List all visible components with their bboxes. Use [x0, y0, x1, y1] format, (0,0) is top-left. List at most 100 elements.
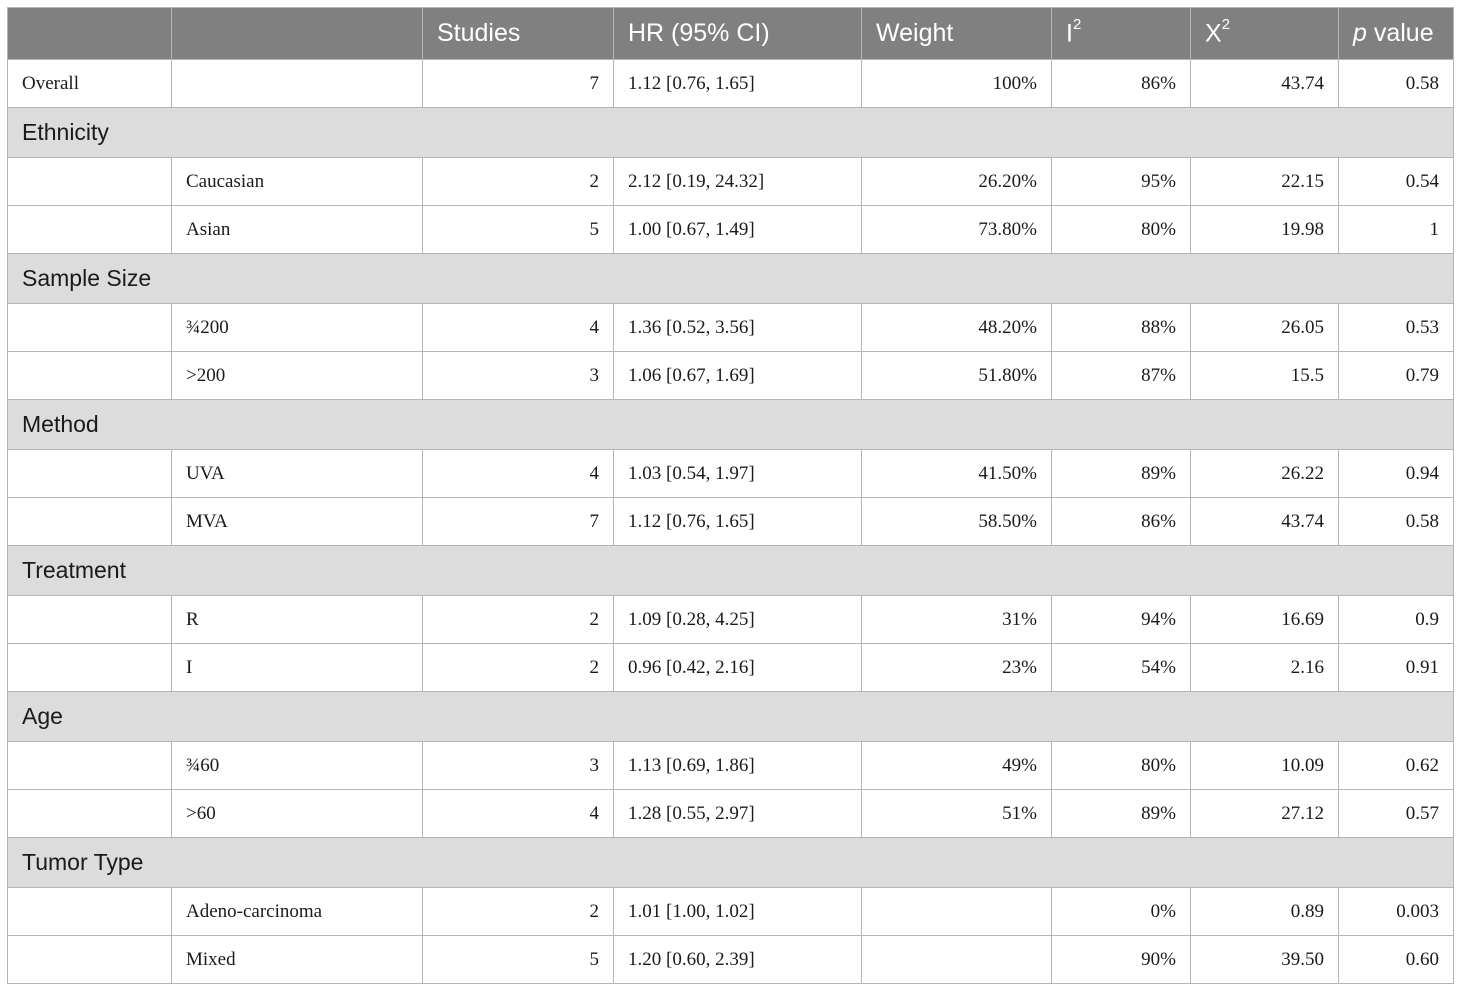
- row-label: Adeno-carcinoma: [171, 887, 423, 936]
- row-x2: 15.5: [1190, 351, 1339, 400]
- row-hr: 1.13 [0.69, 1.86]: [613, 741, 862, 790]
- header-i2: I2: [1051, 7, 1191, 60]
- row-label: R: [171, 595, 423, 644]
- row-group-cell: [7, 741, 172, 790]
- header-p-italic: p: [1353, 19, 1367, 47]
- row-label: ¾60: [171, 741, 423, 790]
- table-row: Asian 5 1.00 [0.67, 1.49] 73.80% 80% 19.98 1: [7, 205, 1454, 254]
- row-label: MVA: [171, 497, 423, 546]
- row-p: 0.79: [1338, 351, 1454, 400]
- section-title: Tumor Type: [7, 837, 1454, 888]
- row-i2: 89%: [1051, 449, 1191, 498]
- row-p: 1: [1338, 205, 1454, 254]
- row-x2: 26.22: [1190, 449, 1339, 498]
- row-studies: 3: [422, 351, 614, 400]
- row-i2: 90%: [1051, 935, 1191, 984]
- row-label: Mixed: [171, 935, 423, 984]
- header-x2-base: X: [1205, 19, 1222, 48]
- table-row: MVA 7 1.12 [0.76, 1.65] 58.50% 86% 43.74 0.58: [7, 497, 1454, 546]
- section-row: Treatment: [7, 545, 1454, 596]
- row-group-cell: [7, 789, 172, 838]
- row-hr: 1.20 [0.60, 2.39]: [613, 935, 862, 984]
- row-x2: 19.98: [1190, 205, 1339, 254]
- table-row: ¾60 3 1.13 [0.69, 1.86] 49% 80% 10.09 0.62: [7, 741, 1454, 790]
- row-hr: 2.12 [0.19, 24.32]: [613, 157, 862, 206]
- row-hr: 1.12 [0.76, 1.65]: [613, 497, 862, 546]
- row-group-cell: [7, 449, 172, 498]
- row-i2: 95%: [1051, 157, 1191, 206]
- table-row: UVA 4 1.03 [0.54, 1.97] 41.50% 89% 26.22 0.94: [7, 449, 1454, 498]
- row-i2: 80%: [1051, 205, 1191, 254]
- row-x2: 10.09: [1190, 741, 1339, 790]
- row-p: 0.53: [1338, 303, 1454, 352]
- overall-i2: 86%: [1051, 59, 1191, 108]
- row-weight: 23%: [861, 643, 1052, 692]
- section-title: Sample Size: [7, 253, 1454, 304]
- table-row: I 2 0.96 [0.42, 2.16] 23% 54% 2.16 0.91: [7, 643, 1454, 692]
- section-row: Age: [7, 691, 1454, 742]
- row-hr: 1.09 [0.28, 4.25]: [613, 595, 862, 644]
- table-row: ¾200 4 1.36 [0.52, 3.56] 48.20% 88% 26.05 0.53: [7, 303, 1454, 352]
- row-p: 0.9: [1338, 595, 1454, 644]
- row-hr: 1.06 [0.67, 1.69]: [613, 351, 862, 400]
- row-x2: 26.05: [1190, 303, 1339, 352]
- row-studies: 2: [422, 643, 614, 692]
- section-title: Ethnicity: [7, 107, 1454, 158]
- overall-x2: 43.74: [1190, 59, 1339, 108]
- row-hr: 0.96 [0.42, 2.16]: [613, 643, 862, 692]
- row-p: 0.58: [1338, 497, 1454, 546]
- row-weight: 31%: [861, 595, 1052, 644]
- row-weight: 41.50%: [861, 449, 1052, 498]
- row-studies: 5: [422, 935, 614, 984]
- row-studies: 4: [422, 449, 614, 498]
- row-label: Caucasian: [171, 157, 423, 206]
- header-i2-sup: 2: [1072, 15, 1082, 33]
- overall-studies: 7: [422, 59, 614, 108]
- row-studies: 4: [422, 789, 614, 838]
- header-studies: Studies: [422, 7, 614, 60]
- row-studies: 4: [422, 303, 614, 352]
- row-weight: 49%: [861, 741, 1052, 790]
- row-hr: 1.00 [0.67, 1.49]: [613, 205, 862, 254]
- table-row: Adeno-carcinoma 2 1.01 [1.00, 1.02] 0% 0.89 0…: [7, 887, 1454, 936]
- row-p: 0.003: [1338, 887, 1454, 936]
- row-p: 0.62: [1338, 741, 1454, 790]
- row-label: I: [171, 643, 423, 692]
- row-i2: 89%: [1051, 789, 1191, 838]
- header-x2-sup: 2: [1221, 15, 1231, 33]
- header-empty-2: [171, 7, 423, 60]
- row-group-cell: [7, 157, 172, 206]
- row-studies: 2: [422, 887, 614, 936]
- table-row: Caucasian 2 2.12 [0.19, 24.32] 26.20% 95% 22.…: [7, 157, 1454, 206]
- subgroup-analysis-table: Studies HR (95% CI) Weight I2 X2 p value…: [7, 7, 1454, 984]
- row-group-cell: [7, 595, 172, 644]
- row-x2: 43.74: [1190, 497, 1339, 546]
- row-p: 0.94: [1338, 449, 1454, 498]
- row-i2: 88%: [1051, 303, 1191, 352]
- row-group-cell: [7, 887, 172, 936]
- overall-row: Overall 7 1.12 [0.76, 1.65] 100% 86% 43.…: [7, 59, 1454, 108]
- row-group-cell: [7, 935, 172, 984]
- row-label: UVA: [171, 449, 423, 498]
- overall-p: 0.58: [1338, 59, 1454, 108]
- row-hr: 1.03 [0.54, 1.97]: [613, 449, 862, 498]
- table-row: R 2 1.09 [0.28, 4.25] 31% 94% 16.69 0.9: [7, 595, 1454, 644]
- section-title: Age: [7, 691, 1454, 742]
- header-i2-base: I: [1066, 19, 1073, 48]
- overall-weight: 100%: [861, 59, 1052, 108]
- row-label: >200: [171, 351, 423, 400]
- header-hr: HR (95% CI): [613, 7, 862, 60]
- row-group-cell: [7, 303, 172, 352]
- row-i2: 0%: [1051, 887, 1191, 936]
- row-group-cell: [7, 205, 172, 254]
- row-studies: 3: [422, 741, 614, 790]
- row-label: Asian: [171, 205, 423, 254]
- row-p: 0.91: [1338, 643, 1454, 692]
- table-header: Studies HR (95% CI) Weight I2 X2 p value: [7, 7, 1454, 60]
- row-hr: 1.36 [0.52, 3.56]: [613, 303, 862, 352]
- section-title: Treatment: [7, 545, 1454, 596]
- header-row: Studies HR (95% CI) Weight I2 X2 p value: [7, 7, 1454, 60]
- header-p-value: p value: [1338, 7, 1454, 60]
- row-x2: 0.89: [1190, 887, 1339, 936]
- table-row: Mixed 5 1.20 [0.60, 2.39] 90% 39.50 0.60: [7, 935, 1454, 984]
